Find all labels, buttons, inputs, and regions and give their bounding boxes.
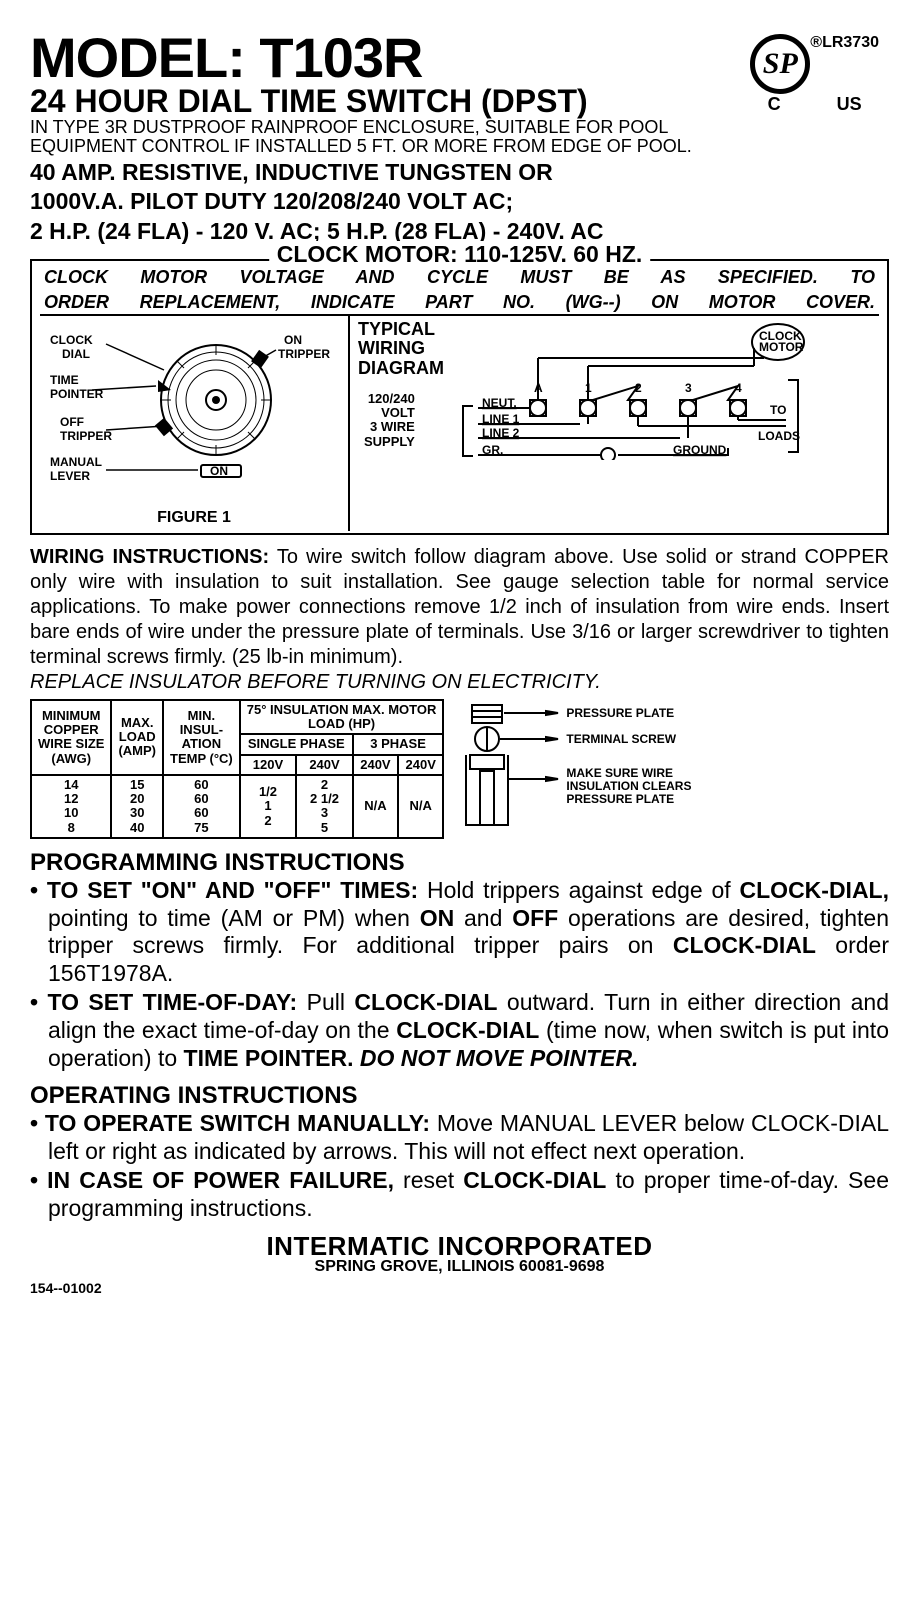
document-part-number: 154--01002 bbox=[30, 1280, 889, 1296]
svg-text:3: 3 bbox=[685, 381, 692, 395]
svg-text:LEVER: LEVER bbox=[50, 469, 90, 483]
operating-item-2: IN CASE OF POWER FAILURE, reset CLOCK-DI… bbox=[30, 1167, 889, 1222]
cert-us: US bbox=[837, 94, 862, 115]
clock-note-line2: ORDER REPLACEMENT, INDICATE PART NO. (WG… bbox=[40, 290, 879, 314]
wiring-heading: WIRING INSTRUCTIONS: bbox=[30, 546, 269, 568]
svg-text:TRIPPER: TRIPPER bbox=[278, 347, 330, 361]
svg-text:MANUAL: MANUAL bbox=[50, 455, 102, 469]
insulation-note-3: PRESSURE PLATE bbox=[566, 793, 691, 806]
operating-list: TO OPERATE SWITCH MANUALLY: Move MANUAL … bbox=[30, 1110, 889, 1222]
svg-text:GROUND: GROUND bbox=[673, 443, 727, 457]
svg-text:TO: TO bbox=[770, 403, 786, 417]
terminal-diagram: PRESSURE PLATE TERMINAL SCREW MAKE SURE … bbox=[454, 699, 889, 839]
supply-l4: SUPPLY bbox=[364, 435, 415, 449]
supply-l1: 120/240 bbox=[364, 392, 415, 406]
header: MODEL: T103R 24 HOUR DIAL TIME SWITCH (D… bbox=[30, 30, 889, 245]
svg-text:NEUT.: NEUT. bbox=[482, 396, 517, 410]
insulation-note-1: MAKE SURE WIRE bbox=[566, 767, 691, 780]
wiring-diagram: TYPICAL WIRING DIAGRAM bbox=[350, 316, 879, 531]
svg-text:MOTOR: MOTOR bbox=[759, 340, 804, 354]
svg-text:CLOCK: CLOCK bbox=[50, 333, 93, 347]
svg-text:ON: ON bbox=[284, 333, 302, 347]
programming-item-1: TO SET "ON" AND "OFF" TIMES: Hold trippe… bbox=[30, 877, 889, 987]
operating-item-1: TO OPERATE SWITCH MANUALLY: Move MANUAL … bbox=[30, 1110, 889, 1165]
programming-list: TO SET "ON" AND "OFF" TIMES: Hold trippe… bbox=[30, 877, 889, 1072]
svg-text:LOADS: LOADS bbox=[758, 429, 800, 443]
clock-motor-section: CLOCK MOTOR: 110-125V. 60 HZ. CLOCK MOTO… bbox=[30, 259, 889, 534]
replace-insulator-note: REPLACE INSULATOR BEFORE TURNING ON ELEC… bbox=[30, 670, 889, 695]
supply-l2: VOLT bbox=[364, 406, 415, 420]
figure1-caption: FIGURE 1 bbox=[46, 509, 342, 527]
svg-text:2: 2 bbox=[635, 381, 642, 395]
svg-text:TIME: TIME bbox=[50, 373, 79, 387]
wiring-instructions-text: WIRING INSTRUCTIONS: To wire switch foll… bbox=[30, 545, 889, 695]
footer: INTERMATIC INCORPORATED SPRING GROVE, IL… bbox=[30, 1231, 889, 1276]
company-address: SPRING GROVE, ILLINOIS 60081-9698 bbox=[30, 1258, 889, 1276]
svg-text:LINE 2: LINE 2 bbox=[482, 426, 520, 440]
certification-mark: SP ®LR3730 C US bbox=[750, 34, 879, 115]
svg-text:GR.: GR. bbox=[482, 443, 503, 457]
svg-text:TRIPPER: TRIPPER bbox=[60, 429, 112, 443]
csa-logo-icon: SP bbox=[750, 34, 810, 94]
clock-dial-diagram-icon: ON CLOCK DIAL TIME POINTER ON TRIPPER OF… bbox=[46, 320, 342, 500]
svg-text:DIAL: DIAL bbox=[62, 347, 90, 361]
svg-text:4: 4 bbox=[735, 381, 742, 395]
wiring-schematic-icon: A 1 2 3 4 CLOCK MOTOR NEUT. LINE 1 LINE … bbox=[358, 320, 808, 460]
programming-heading: PROGRAMMING INSTRUCTIONS bbox=[30, 849, 889, 877]
cert-c: C bbox=[768, 94, 781, 115]
rating-line1: 40 AMP. RESISTIVE, INDUCTIVE TUNGSTEN OR bbox=[30, 159, 750, 187]
supply-l3: 3 WIRE bbox=[364, 420, 415, 434]
svg-text:LINE 1: LINE 1 bbox=[482, 412, 520, 426]
product-subtitle: 24 HOUR DIAL TIME SWITCH (DPST) bbox=[30, 84, 750, 119]
wire-gauge-table: MINIMUMCOPPERWIRE SIZE(AWG) MAX.LOAD(AMP… bbox=[30, 699, 444, 839]
model-number: MODEL: T103R bbox=[30, 30, 750, 86]
svg-text:OFF: OFF bbox=[60, 415, 84, 429]
svg-text:ON: ON bbox=[210, 464, 228, 478]
svg-text:A: A bbox=[534, 381, 543, 395]
svg-text:POINTER: POINTER bbox=[50, 387, 104, 401]
clock-motor-label: CLOCK MOTOR: 110-125V. 60 HZ. bbox=[269, 241, 651, 268]
pressure-plate-label: PRESSURE PLATE bbox=[566, 707, 674, 720]
programming-item-2: TO SET TIME-OF-DAY: Pull CLOCK-DIAL outw… bbox=[30, 989, 889, 1072]
operating-heading: OPERATING INSTRUCTIONS bbox=[30, 1082, 889, 1110]
terminal-screw-label: TERMINAL SCREW bbox=[566, 733, 676, 746]
clock-note-line1: CLOCK MOTOR VOLTAGE AND CYCLE MUST BE AS… bbox=[40, 265, 879, 289]
rating-line2: 1000V.A. PILOT DUTY 120/208/240 VOLT AC; bbox=[30, 188, 750, 216]
enclosure-desc-line1: IN TYPE 3R DUSTPROOF RAINPROOF ENCLOSURE… bbox=[30, 117, 750, 138]
enclosure-desc-line2: EQUIPMENT CONTROL IF INSTALLED 5 FT. OR … bbox=[30, 136, 750, 157]
cert-lr-number: ®LR3730 bbox=[810, 34, 879, 52]
svg-text:1: 1 bbox=[585, 381, 592, 395]
table-row: 1412108 15203040 60606075 1/212 22 1/235… bbox=[31, 775, 443, 838]
figure-1: ON CLOCK DIAL TIME POINTER ON TRIPPER OF… bbox=[40, 316, 350, 531]
